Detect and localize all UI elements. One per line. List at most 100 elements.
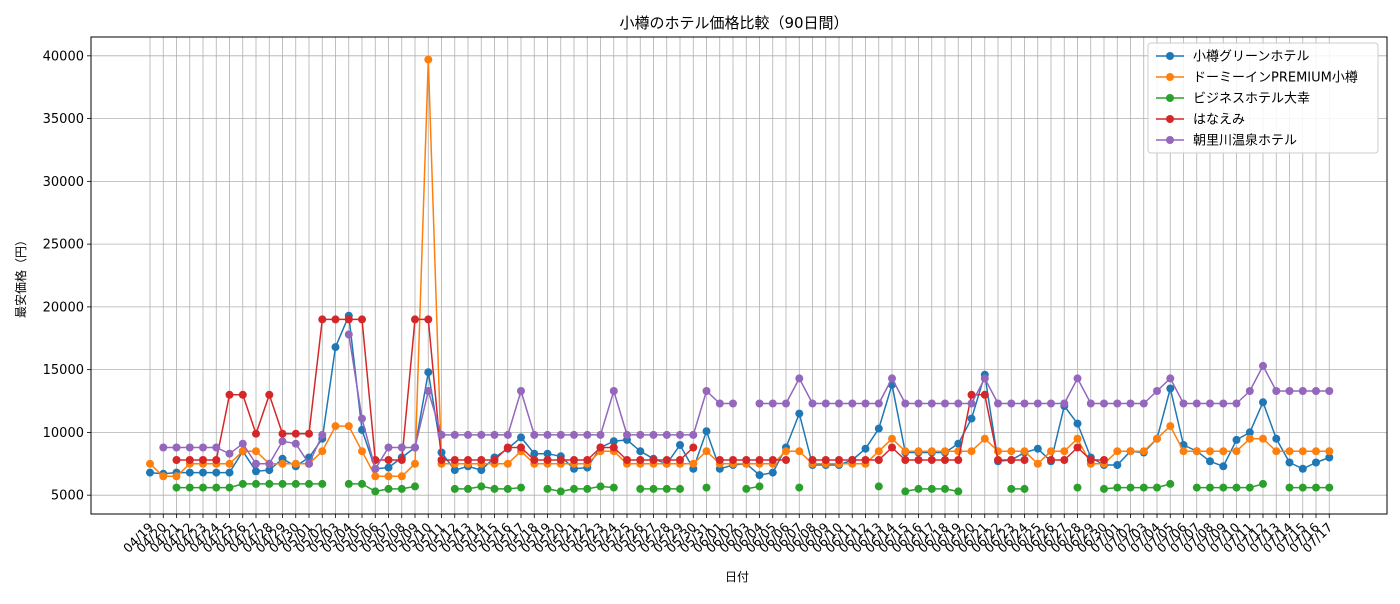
data-point: [1166, 479, 1175, 488]
data-point: [1113, 461, 1122, 469]
y-tick-label: 40000: [43, 49, 84, 64]
data-point: [1047, 399, 1055, 408]
data-point: [1245, 434, 1254, 443]
data-point: [1126, 447, 1135, 456]
y-axis-label: 最安価格（円）: [13, 234, 28, 318]
data-point: [941, 399, 949, 408]
data-point: [1219, 447, 1228, 456]
data-point: [941, 447, 949, 456]
data-point: [768, 456, 777, 464]
data-point: [1007, 399, 1016, 408]
data-point: [238, 390, 247, 399]
data-point: [517, 443, 525, 452]
data-point: [795, 447, 804, 456]
data-point: [967, 399, 976, 408]
data-point: [1060, 399, 1069, 408]
data-point: [397, 456, 406, 464]
data-point: [755, 399, 764, 408]
data-point: [252, 429, 260, 438]
data-point: [1298, 447, 1307, 456]
data-point: [1285, 483, 1294, 492]
data-point: [994, 456, 1002, 464]
data-point: [291, 479, 300, 488]
data-point: [278, 437, 287, 446]
data-point: [1126, 399, 1135, 408]
data-point: [1113, 447, 1122, 456]
data-point: [729, 456, 737, 464]
data-point: [636, 456, 645, 464]
data-point: [676, 456, 684, 464]
legend-swatch-marker: [1166, 94, 1174, 102]
data-point: [782, 447, 790, 456]
data-point: [477, 482, 486, 491]
data-point: [212, 468, 221, 477]
data-point: [967, 447, 976, 456]
series-line: [176, 318, 694, 461]
data-point: [437, 456, 446, 464]
data-point: [172, 472, 181, 481]
data-point: [954, 399, 963, 408]
data-point: [1086, 399, 1095, 408]
data-point: [768, 468, 777, 477]
data-point: [636, 447, 645, 456]
y-tick-label: 35000: [43, 112, 84, 127]
data-point: [1179, 447, 1188, 456]
data-point: [874, 456, 883, 464]
data-point: [358, 315, 366, 324]
data-point: [146, 459, 154, 468]
data-point: [702, 427, 711, 436]
series-4: [172, 315, 1108, 464]
data-point: [318, 479, 327, 488]
data-point: [676, 441, 684, 449]
data-point: [662, 484, 671, 493]
legend-swatch-marker: [1166, 73, 1174, 81]
data-point: [1153, 483, 1161, 492]
data-point: [980, 434, 989, 443]
data-point: [729, 399, 737, 408]
legend-label: ビジネスホテル大幸: [1193, 92, 1310, 107]
data-point: [901, 456, 910, 464]
data-point: [556, 430, 565, 439]
y-tick-label: 30000: [43, 175, 84, 190]
y-tick-label: 20000: [43, 300, 84, 315]
data-point: [344, 315, 353, 324]
data-point: [543, 449, 552, 458]
data-point: [1100, 484, 1108, 493]
data-point: [172, 443, 181, 452]
data-point: [1232, 435, 1241, 444]
data-point: [1020, 484, 1029, 493]
data-point: [1007, 456, 1016, 464]
data-point: [861, 399, 870, 408]
data-point: [344, 422, 353, 431]
data-point: [212, 483, 221, 492]
data-point: [755, 456, 764, 464]
data-point: [901, 399, 910, 408]
data-point: [623, 456, 631, 464]
data-point: [291, 459, 300, 468]
data-point: [1139, 447, 1148, 456]
data-point: [1272, 447, 1281, 456]
data-point: [503, 443, 512, 452]
data-point: [596, 430, 605, 439]
data-point: [384, 484, 393, 493]
data-point: [543, 456, 552, 464]
data-point: [490, 484, 499, 493]
data-point: [689, 443, 698, 452]
data-point: [199, 468, 207, 477]
data-point: [185, 468, 194, 477]
data-point: [662, 430, 671, 439]
data-point: [490, 456, 499, 464]
data-point: [530, 430, 539, 439]
data-point: [344, 330, 353, 339]
data-point: [715, 399, 724, 408]
data-point: [172, 456, 181, 464]
data-point: [1153, 387, 1161, 395]
data-point: [477, 456, 486, 464]
data-point: [623, 430, 631, 439]
data-point: [185, 443, 194, 452]
data-point: [662, 456, 671, 464]
data-point: [967, 390, 976, 399]
data-point: [371, 472, 380, 481]
data-point: [967, 414, 976, 423]
